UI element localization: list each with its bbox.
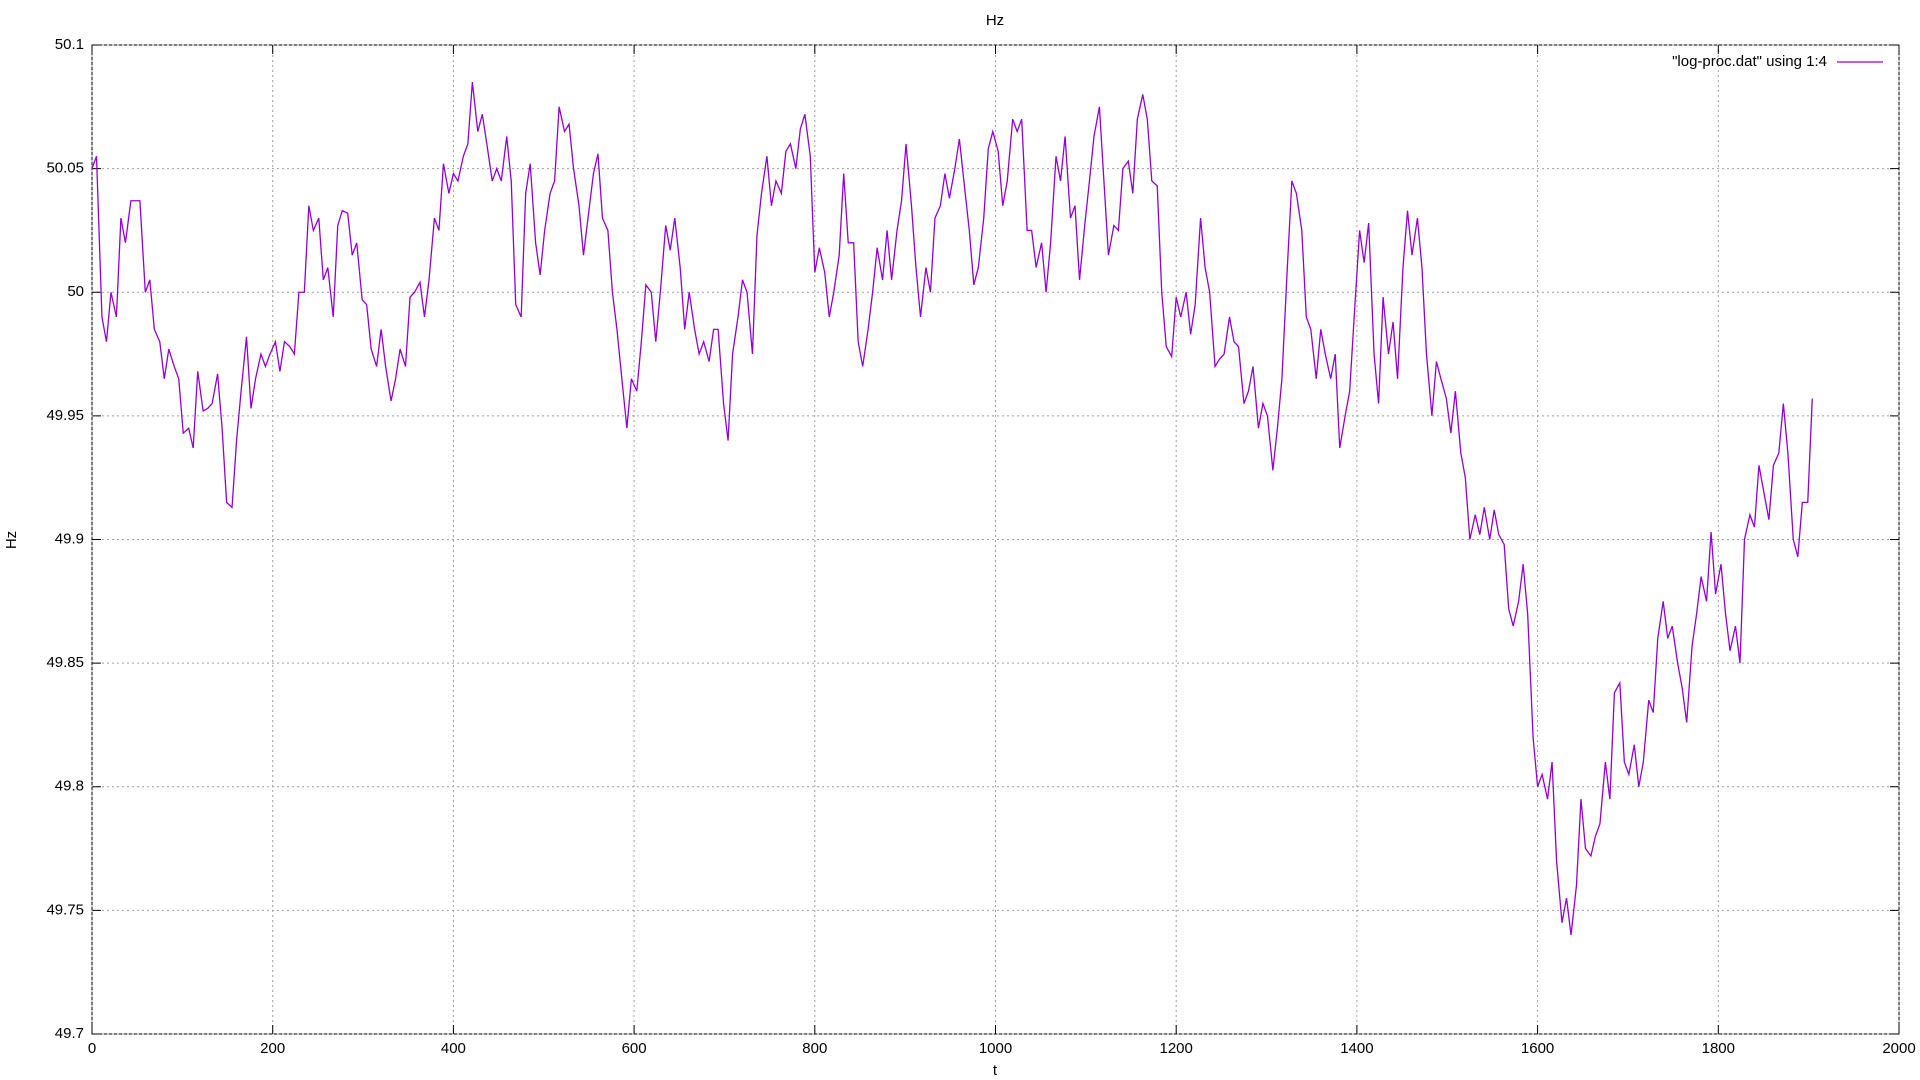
y-tick-label: 49.95	[46, 407, 84, 424]
y-tick-label: 50.05	[46, 160, 84, 177]
x-tick-label: 1600	[1521, 1040, 1554, 1057]
y-tick-label: 49.75	[46, 901, 84, 918]
x-tick-label: 0	[88, 1040, 96, 1057]
legend-label: "log-proc.dat" using 1:4	[1672, 53, 1827, 70]
y-tick-label: 49.9	[55, 530, 84, 547]
y-tick-label: 49.7	[55, 1025, 84, 1042]
y-tick-label: 50	[67, 283, 84, 300]
x-tick-label: 1000	[979, 1040, 1012, 1057]
x-tick-label: 1400	[1340, 1040, 1373, 1057]
x-axis-label: t	[993, 1062, 998, 1079]
y-tick-label: 49.85	[46, 654, 84, 671]
x-tick-label: 400	[441, 1040, 466, 1057]
x-tick-label: 1800	[1702, 1040, 1735, 1057]
y-tick-label: 49.8	[55, 778, 84, 795]
x-tick-label: 800	[802, 1040, 827, 1057]
x-tick-label: 600	[622, 1040, 647, 1057]
x-tick-label: 1200	[1160, 1040, 1193, 1057]
series-line	[91, 82, 1813, 936]
y-axis-label: Hz	[3, 531, 20, 549]
x-tick-label: 2000	[1882, 1040, 1915, 1057]
y-tick-label: 50.1	[55, 36, 84, 53]
chart-title: Hz	[986, 12, 1004, 29]
x-tick-label: 200	[260, 1040, 285, 1057]
